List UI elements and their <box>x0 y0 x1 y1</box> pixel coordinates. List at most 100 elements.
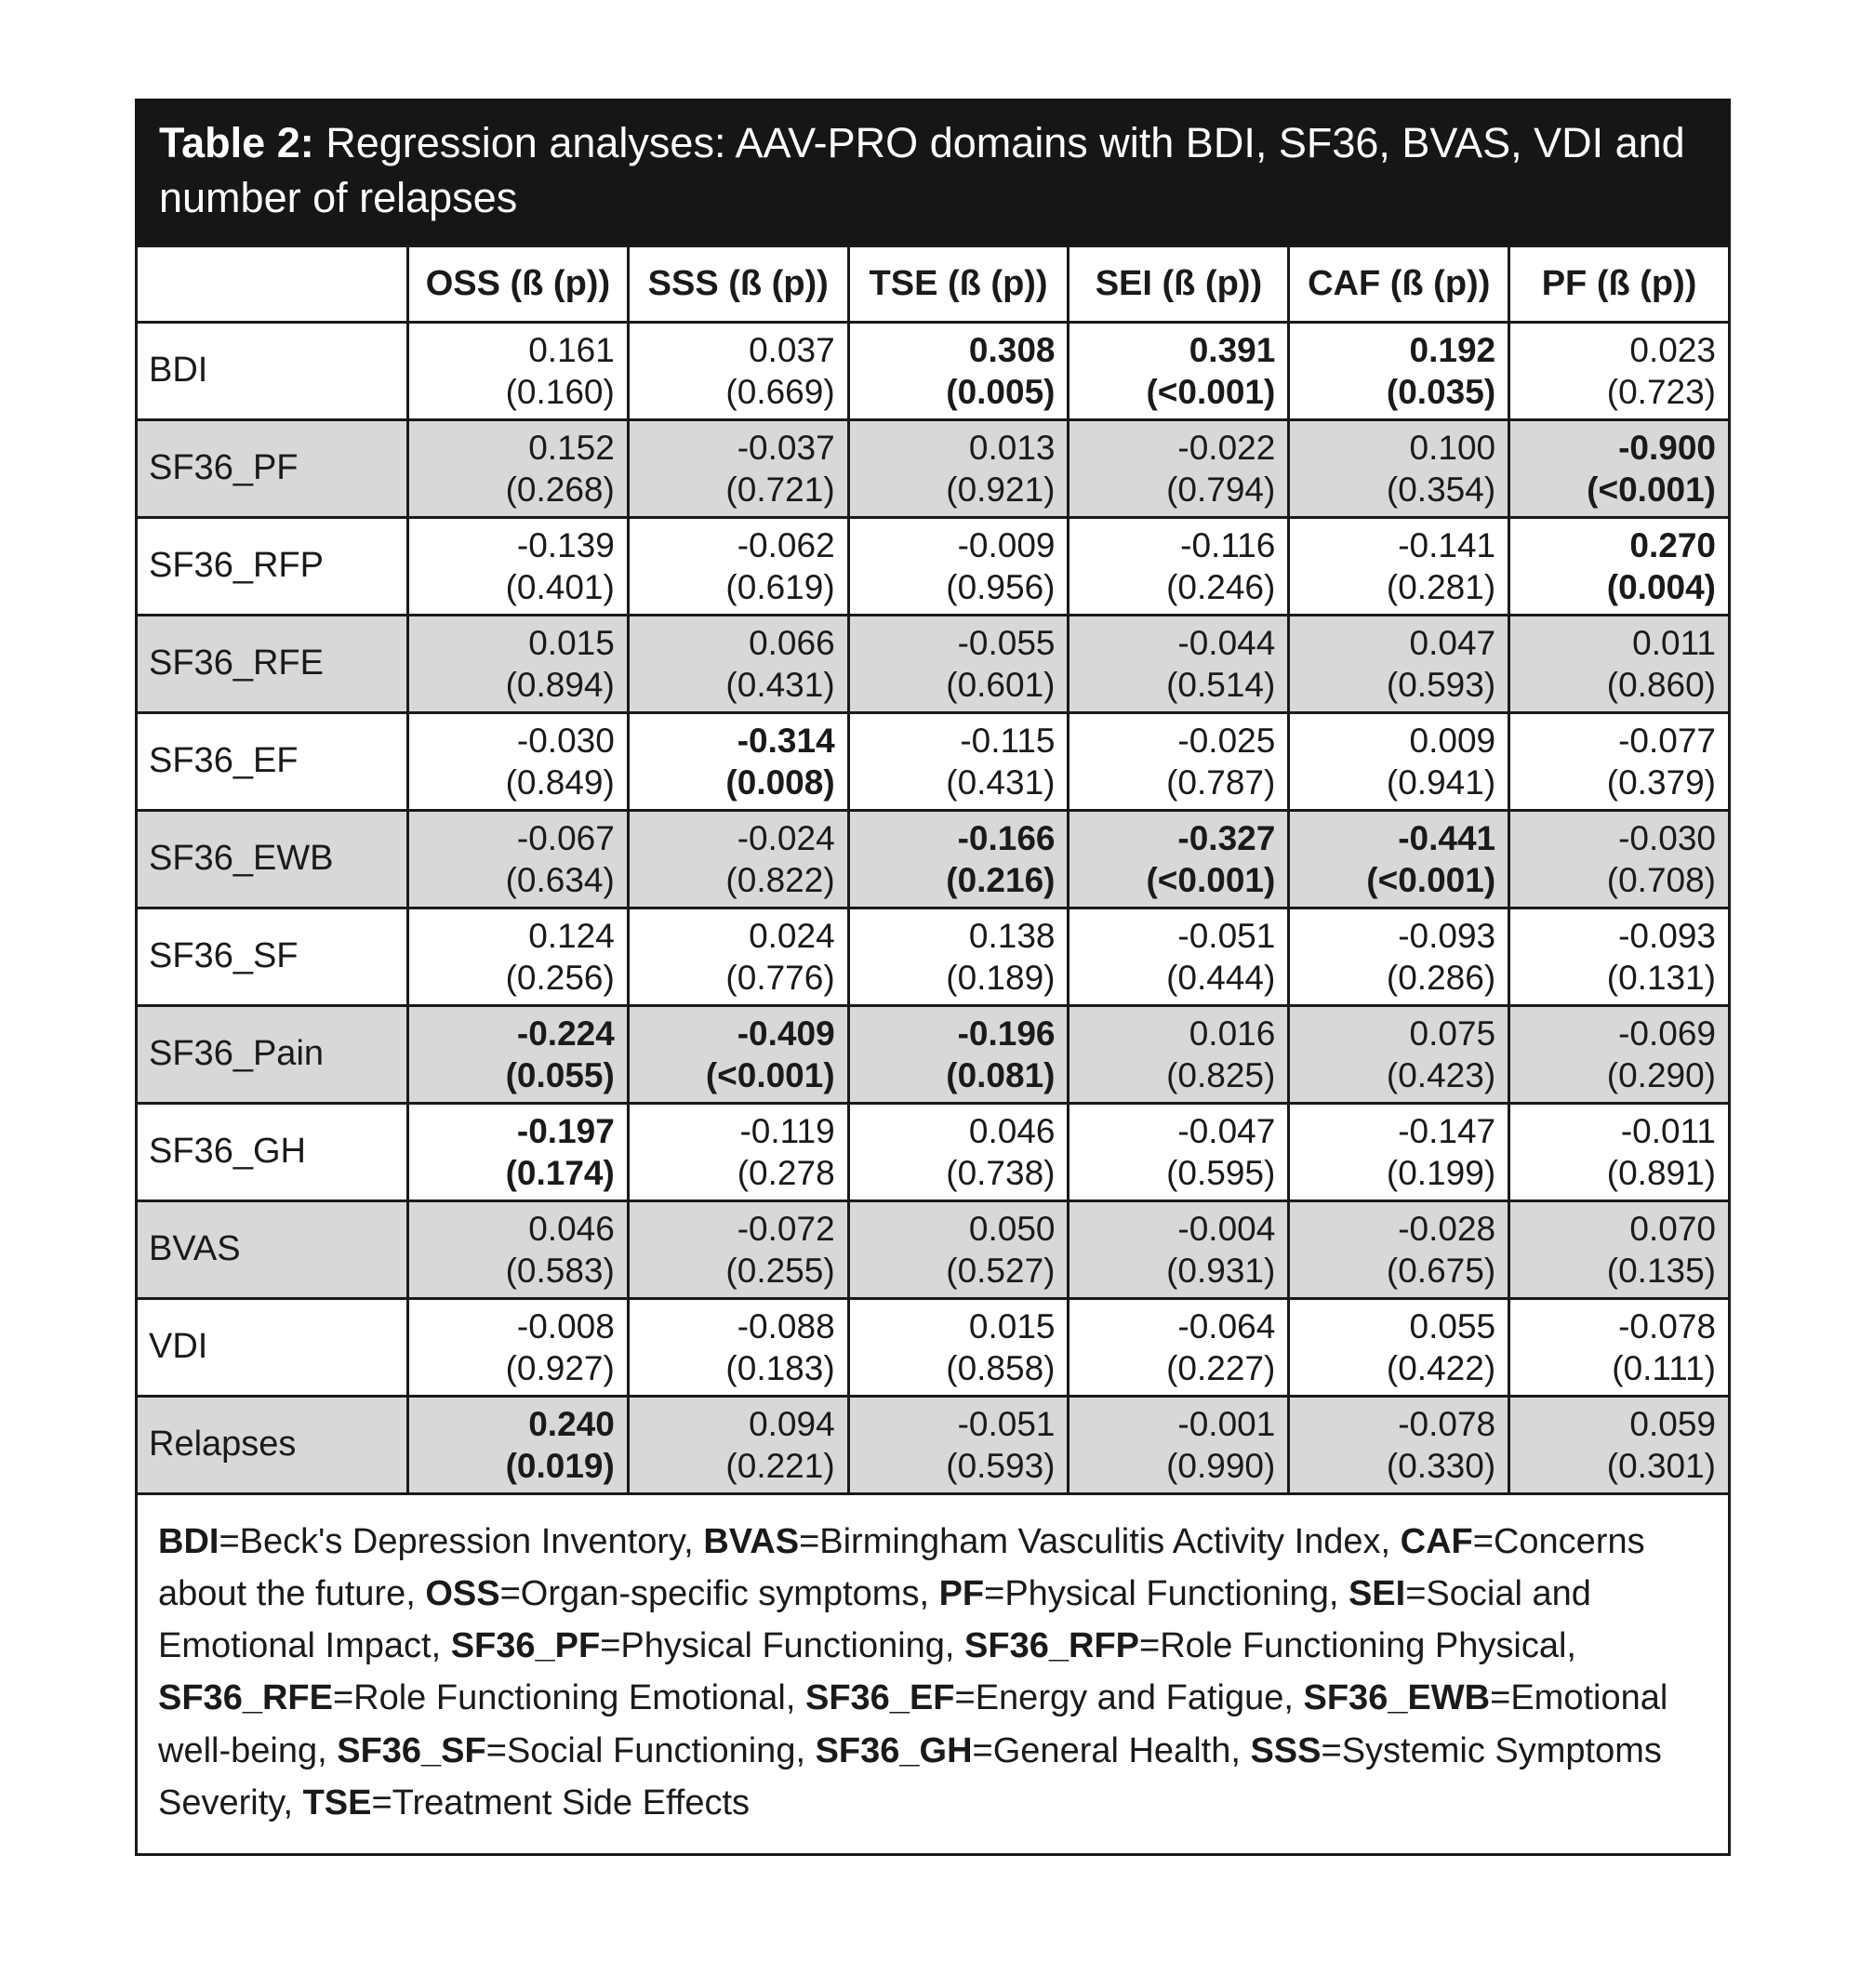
data-cell: -0.030 (0.849) <box>406 710 630 812</box>
beta-value: -0.008 <box>516 1306 615 1345</box>
p-value: (0.286) <box>1386 958 1496 997</box>
data-cell: -0.047 (0.595) <box>1067 1101 1291 1202</box>
beta-value: -0.062 <box>737 525 835 564</box>
data-cell: -0.139 (0.401) <box>406 515 630 616</box>
data-cell: 0.037 (0.669) <box>626 320 850 421</box>
beta-value: 0.046 <box>968 1111 1056 1150</box>
beta-value: -0.044 <box>1177 623 1276 662</box>
p-value: (0.669) <box>725 372 835 411</box>
column-header: OSS (ß (p)) <box>406 244 630 324</box>
p-value: (<0.001) <box>1146 372 1276 411</box>
table-body: BDI 0.161 (0.160) 0.037 (0.669) 0.308 (0.005) 0… <box>135 320 1731 1495</box>
p-value: (0.189) <box>946 958 1056 997</box>
data-cell: -0.064 (0.227) <box>1067 1296 1291 1398</box>
abbreviation-term: SSS <box>1250 1730 1322 1770</box>
data-cell: -0.166 (0.216) <box>846 808 1070 909</box>
data-cell: -0.028 (0.675) <box>1287 1199 1511 1300</box>
beta-value: 0.192 <box>1409 330 1496 369</box>
p-value: (0.431) <box>946 762 1056 802</box>
data-cell: -0.115 (0.431) <box>846 710 1070 812</box>
data-cell: 0.024 (0.776) <box>626 906 850 1007</box>
p-value: (0.708) <box>1606 860 1716 899</box>
beta-value: -0.115 <box>960 721 1056 760</box>
footnote-row: BDI=Beck's Depression Inventory, BVAS=Bi… <box>135 1491 1731 1857</box>
data-cell: 0.308 (0.005) <box>846 320 1070 421</box>
beta-value: 0.240 <box>528 1404 615 1443</box>
p-value: (0.278 <box>737 1153 835 1192</box>
p-value: (0.301) <box>1606 1446 1716 1485</box>
beta-value: 0.124 <box>528 916 615 955</box>
p-value: (0.894) <box>505 665 615 704</box>
beta-value: -0.141 <box>1398 525 1496 564</box>
beta-value: 0.011 <box>1632 623 1716 662</box>
row-label: SF36_PF <box>135 417 409 519</box>
beta-value: 0.070 <box>1629 1209 1716 1248</box>
p-value: (0.738) <box>946 1153 1056 1192</box>
row-label: BVAS <box>135 1199 409 1300</box>
data-cell: 0.015 (0.894) <box>406 613 630 714</box>
data-cell: 0.013 (0.921) <box>846 417 1070 519</box>
beta-value: -0.088 <box>737 1306 835 1345</box>
p-value: (0.849) <box>505 762 615 802</box>
data-cell: 0.011 (0.860) <box>1508 613 1731 714</box>
data-cell: 0.161 (0.160) <box>406 320 630 421</box>
p-value: (0.601) <box>946 665 1056 704</box>
beta-value: 0.152 <box>528 428 615 467</box>
p-value: (0.216) <box>946 860 1056 899</box>
p-value: (0.527) <box>946 1251 1056 1290</box>
data-cell: -0.078 (0.330) <box>1287 1394 1511 1495</box>
column-header: SSS (ß (p)) <box>626 244 850 324</box>
p-value: (0.354) <box>1386 470 1496 509</box>
beta-value: 0.059 <box>1629 1404 1716 1443</box>
abbreviation-definition: =Social Functioning, <box>485 1730 816 1770</box>
beta-value: -0.166 <box>957 818 1056 857</box>
beta-value: -0.037 <box>737 428 835 467</box>
data-cell: -0.030 (0.708) <box>1508 808 1731 909</box>
beta-value: 0.047 <box>1409 623 1496 662</box>
row-label: SF36_EWB <box>135 808 409 909</box>
beta-value: 0.050 <box>968 1209 1056 1248</box>
beta-value: -0.051 <box>1177 916 1276 955</box>
abbreviation-term: SEI <box>1348 1574 1406 1614</box>
p-value: (0.595) <box>1166 1153 1276 1192</box>
data-cell: 0.192 (0.035) <box>1287 320 1511 421</box>
row-label: BDI <box>135 320 409 421</box>
beta-value: 0.055 <box>1409 1306 1496 1345</box>
data-cell: -0.022 (0.794) <box>1067 417 1291 519</box>
abbreviation-definition: =Concerns about the future, <box>158 1521 1645 1614</box>
data-cell: -0.024 (0.822) <box>626 808 850 909</box>
abbreviation-definition: =Treatment Side Effects <box>371 1783 751 1822</box>
beta-value: 0.009 <box>1409 721 1496 760</box>
p-value: (<0.001) <box>1366 860 1496 899</box>
data-cell: -0.062 (0.619) <box>626 515 850 616</box>
beta-value: 0.391 <box>1189 330 1276 369</box>
p-value: (0.723) <box>1606 372 1716 411</box>
beta-value: -0.224 <box>516 1014 615 1053</box>
beta-value: 0.023 <box>1629 330 1716 369</box>
p-value: (0.255) <box>725 1251 835 1290</box>
data-cell: 0.138 (0.189) <box>846 906 1070 1007</box>
beta-value: -0.196 <box>957 1014 1056 1053</box>
p-value: (0.860) <box>1606 665 1716 704</box>
beta-value: 0.015 <box>968 1306 1056 1345</box>
p-value: (0.246) <box>1166 567 1276 606</box>
p-value: (0.941) <box>1386 762 1496 802</box>
abbreviation-term: SF36_GH <box>815 1730 973 1770</box>
data-cell: 0.075 (0.423) <box>1287 1003 1511 1105</box>
row-label: SF36_RFP <box>135 515 409 616</box>
beta-value: -0.024 <box>737 818 835 857</box>
data-cell: -0.001 (0.990) <box>1067 1394 1291 1495</box>
p-value: (0.081) <box>946 1055 1056 1094</box>
data-cell: 0.047 (0.593) <box>1287 613 1511 714</box>
data-cell: -0.067 (0.634) <box>406 808 630 909</box>
data-cell: 0.070 (0.135) <box>1508 1199 1731 1300</box>
data-cell: -0.900 (<0.001) <box>1508 417 1731 519</box>
table-row: SF36_Pain -0.224 (0.055) -0.409 (<0.001) -0.1… <box>135 1003 1731 1105</box>
abbreviation-definition: =Emotional well-being, <box>158 1678 1668 1770</box>
p-value: (0.891) <box>1606 1153 1716 1192</box>
footnote: BDI=Beck's Depression Inventory, BVAS=Bi… <box>135 1491 1731 1857</box>
beta-value: -0.441 <box>1398 818 1496 857</box>
abbreviation-term: SF36_EF <box>804 1678 955 1718</box>
data-cell: 0.050 (0.527) <box>846 1199 1070 1300</box>
p-value: (0.721) <box>725 470 835 509</box>
